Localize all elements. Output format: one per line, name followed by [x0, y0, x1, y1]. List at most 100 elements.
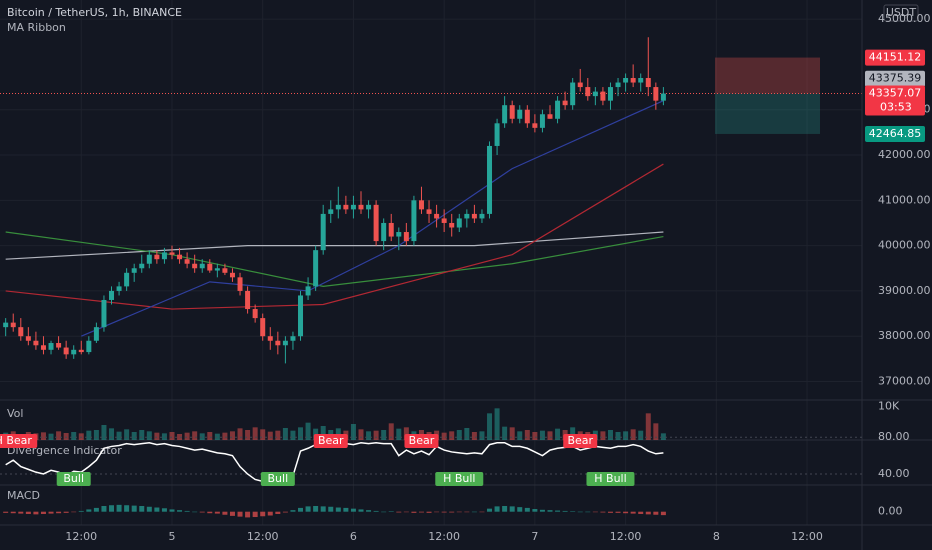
candle-body	[33, 340, 39, 346]
volume-bar	[116, 431, 122, 440]
symbol-title[interactable]: Bitcoin / TetherUS, 1h, BINANCE	[7, 6, 182, 19]
candle-body	[607, 87, 613, 101]
volume-bar	[40, 432, 46, 440]
candle-body	[562, 100, 568, 106]
signal-badge	[404, 434, 439, 448]
x-tick-label: 5	[168, 530, 175, 543]
ma-line	[81, 100, 664, 337]
candle-body	[161, 252, 167, 260]
candle-body	[547, 114, 553, 119]
macd-bar	[25, 511, 31, 514]
y-tick-label: 42000.00	[878, 148, 931, 161]
macd-bar	[40, 511, 46, 514]
x-tick-label: 8	[713, 530, 720, 543]
macd-bar	[479, 511, 485, 513]
volume-bar	[214, 433, 220, 440]
candle-body	[131, 268, 137, 273]
macd-bar	[282, 511, 288, 513]
y-tick-label: 37000.00	[878, 375, 931, 388]
candle-body	[502, 105, 508, 124]
candle-body	[373, 204, 379, 242]
candle-body	[600, 91, 606, 101]
volume-bar	[358, 429, 364, 440]
macd-label[interactable]: MACD	[7, 489, 40, 502]
volume-bar	[161, 433, 167, 440]
volume-bar	[350, 424, 356, 440]
signal-label: H Bull	[594, 472, 626, 485]
volume-bar	[600, 431, 606, 440]
macd-bar	[388, 511, 394, 512]
macd-bar	[48, 511, 54, 514]
candle-body	[335, 204, 341, 210]
macd-bar	[464, 511, 470, 513]
candle-body	[101, 299, 107, 328]
candle-body	[660, 93, 666, 101]
candle-body	[267, 336, 273, 341]
volume-bar	[154, 432, 160, 440]
macd-bar	[290, 510, 296, 512]
indicator-name[interactable]: MA Ribbon	[7, 21, 66, 34]
macd-bar	[623, 511, 629, 514]
candle-body	[487, 145, 493, 214]
mid-price: 43375.39	[869, 72, 922, 85]
stop-price: 44151.12	[869, 51, 922, 64]
candle-body	[358, 204, 364, 210]
volume-bar	[298, 427, 304, 440]
macd-bar	[260, 511, 266, 517]
candle-body	[555, 100, 561, 119]
macd-bar	[298, 507, 304, 512]
macd-bar	[441, 511, 447, 513]
macd-bar	[161, 508, 167, 512]
volume-bar	[479, 431, 485, 440]
macd-bar	[116, 504, 122, 512]
volume-bar	[169, 432, 175, 440]
macd-bar	[434, 511, 440, 513]
candle-body	[418, 200, 424, 210]
candle-body	[645, 78, 651, 88]
volume-bar	[229, 431, 235, 440]
volume-bar	[403, 427, 409, 440]
macd-bar	[275, 511, 281, 514]
macd-bar	[86, 509, 92, 512]
currency[interactable]: USDT	[886, 6, 917, 19]
candle-body	[577, 82, 583, 88]
macd-bar	[509, 506, 515, 512]
signal-label: Bear	[318, 434, 344, 447]
volume-bar	[630, 429, 636, 440]
candle-body	[479, 213, 485, 219]
candle-body	[71, 349, 77, 355]
volume-bar	[86, 430, 92, 440]
volume-bar	[267, 431, 273, 440]
volume-bar	[131, 432, 137, 440]
currency-box[interactable]	[883, 4, 919, 22]
y-tick-label: 40000.00	[878, 239, 931, 252]
signal-badge	[563, 434, 598, 448]
target-price: 42464.85	[869, 127, 922, 140]
candle-body	[192, 263, 198, 269]
volume-bar	[252, 427, 258, 440]
candle-body	[245, 290, 251, 310]
volume-bar	[320, 426, 326, 440]
grid	[0, 0, 862, 525]
macd-bar	[600, 511, 606, 513]
candle-body	[154, 254, 160, 260]
macd-bar	[366, 510, 372, 512]
macd-bar	[653, 511, 659, 515]
volume-bar	[237, 428, 243, 440]
target-zone	[715, 93, 820, 134]
volume-bar	[615, 432, 621, 440]
macd-bar	[320, 506, 326, 512]
candle-body	[124, 272, 130, 287]
macd-bar	[555, 510, 561, 512]
candle-body	[328, 209, 334, 214]
candle-body	[638, 78, 644, 83]
volume-label[interactable]: Vol	[7, 407, 23, 420]
macd-bar	[78, 510, 84, 512]
volume-bar	[93, 430, 99, 440]
volume-bar	[487, 413, 493, 440]
volume-bar	[260, 429, 266, 440]
macd-bar	[418, 511, 424, 513]
candle-body	[184, 259, 190, 264]
macd-bar	[169, 509, 175, 512]
y-tick-label: 39000.00	[878, 284, 931, 297]
